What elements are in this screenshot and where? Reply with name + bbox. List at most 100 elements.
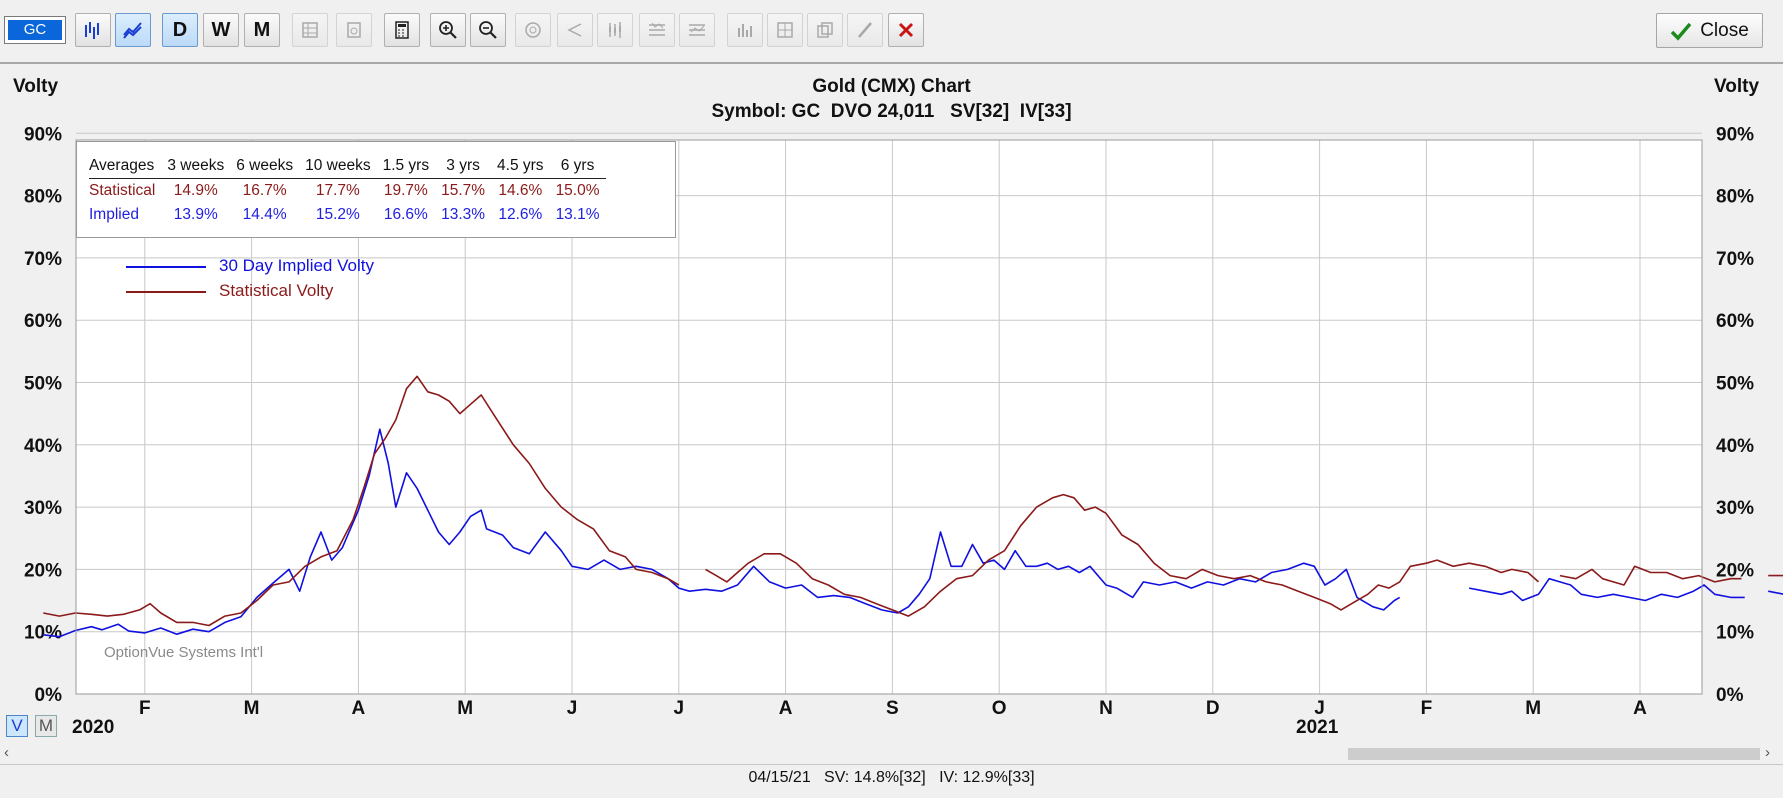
copy-button[interactable] xyxy=(807,13,843,47)
stat-value: 15.7% xyxy=(441,182,486,199)
scroll-left-icon[interactable]: ‹ xyxy=(4,744,9,761)
chart-subtitle: Symbol: GC DVO 24,011 SV[32] IV[33] xyxy=(711,101,1072,122)
x-tick-label: M xyxy=(457,698,473,719)
implied-label: Implied xyxy=(89,206,139,223)
line-chart-button[interactable] xyxy=(115,13,151,47)
impl-value: 16.6% xyxy=(383,206,428,223)
target-icon xyxy=(525,22,541,38)
right-y-tick-label: 80% xyxy=(1716,187,1754,208)
x-tick-label: J xyxy=(567,698,578,719)
list-a-icon xyxy=(649,22,665,36)
status-text: 04/15/21 SV: 14.8%[32] IV: 12.9%[33] xyxy=(748,769,1035,786)
view-monthly-button[interactable]: M xyxy=(35,715,57,737)
stat-value: 17.7% xyxy=(315,182,360,199)
y-tick-layer: 90% 90% 80% 80% 70% 70% 60% 60% 50% 50% 40% 40% 30% 3… xyxy=(24,124,1754,706)
averages-header: Averages xyxy=(89,154,162,179)
impl-value: 14.4% xyxy=(242,206,287,223)
calculator-icon xyxy=(395,21,409,39)
calculator-button[interactable] xyxy=(384,13,420,47)
impl-value: 13.1% xyxy=(555,206,600,223)
year-label-2020: 2020 xyxy=(72,717,115,738)
bar-chart-icon xyxy=(85,22,99,39)
right-y-tick-label: 0% xyxy=(1716,685,1744,706)
x-tick-label: J xyxy=(1314,698,1325,719)
stat-value: 19.7% xyxy=(383,182,428,199)
x-tick-label: N xyxy=(1099,698,1113,719)
zoom-in-icon xyxy=(439,21,457,39)
left-y-tick-label: 90% xyxy=(24,124,62,145)
daily-button[interactable]: D xyxy=(162,13,198,47)
pen-button[interactable] xyxy=(847,13,883,47)
header-3-weeks: 3 weeks xyxy=(161,154,231,179)
line-chart-icon xyxy=(123,22,142,39)
monthly-button[interactable]: M xyxy=(244,13,280,47)
pen-icon xyxy=(858,22,872,38)
header-6-yrs: 6 yrs xyxy=(549,154,606,179)
grid-icon xyxy=(302,22,318,38)
right-axis-title: Volty xyxy=(1714,76,1760,97)
close-label: Close xyxy=(1700,19,1749,41)
scroll-right-icon[interactable]: › xyxy=(1765,744,1770,761)
close-button[interactable]: Close xyxy=(1656,13,1763,48)
left-y-tick-label: 10% xyxy=(24,623,62,644)
legend-statistical-label: Statistical Volty xyxy=(219,281,334,300)
print-preview-button[interactable] xyxy=(336,13,372,47)
close-chart-button[interactable] xyxy=(888,13,924,47)
grid-b-button[interactable] xyxy=(767,13,803,47)
print-preview-icon xyxy=(347,22,361,38)
series-layer xyxy=(43,375,1783,638)
x-tick-label: J xyxy=(674,698,685,719)
legend-implied-swatch xyxy=(126,266,206,268)
horizontal-scrollbar[interactable]: ‹ › xyxy=(0,744,1783,764)
histogram-button[interactable] xyxy=(727,13,763,47)
implied-volty-line xyxy=(43,428,1783,638)
zoom-out-icon xyxy=(479,21,497,39)
weekly-button[interactable]: W xyxy=(203,13,239,47)
list-a-button[interactable] xyxy=(639,13,675,47)
zoom-in-button[interactable] xyxy=(430,13,466,47)
left-y-tick-label: 80% xyxy=(24,187,62,208)
impl-value: 15.2% xyxy=(315,206,360,223)
checkmark-icon xyxy=(1670,22,1692,41)
right-y-tick-label: 60% xyxy=(1716,311,1754,332)
year-label-2021: 2021 xyxy=(1296,717,1339,738)
averages-header-row: Averages 3 weeks 6 weeks 10 weeks 1.5 yr… xyxy=(89,154,606,179)
candles-button[interactable] xyxy=(597,13,633,47)
right-y-tick-label: 70% xyxy=(1716,249,1754,270)
copy-icon xyxy=(817,22,833,38)
grid-layer xyxy=(76,132,1702,694)
monthly-label: M xyxy=(253,18,271,41)
plot-border xyxy=(75,139,1703,695)
x-tick-label: A xyxy=(352,698,366,719)
bar-chart-button[interactable] xyxy=(75,13,111,47)
left-y-tick-label: 30% xyxy=(24,498,62,519)
symbol-input[interactable]: GC xyxy=(4,16,66,44)
arrow-left-button[interactable] xyxy=(557,13,593,47)
impl-value: 13.3% xyxy=(441,206,486,223)
target-button[interactable] xyxy=(515,13,551,47)
left-y-tick-label: 40% xyxy=(24,436,62,457)
impl-value: 12.6% xyxy=(498,206,543,223)
x-tick-label: A xyxy=(1633,698,1647,719)
x-tick-label: D xyxy=(1206,698,1220,719)
left-y-tick-label: 0% xyxy=(35,685,63,706)
stat-value: 16.7% xyxy=(242,182,287,199)
scroll-thumb[interactable] xyxy=(1348,748,1760,760)
left-axis-title: Volty xyxy=(13,76,59,97)
view-volatility-button[interactable]: V xyxy=(6,715,28,737)
status-bar: 04/15/21 SV: 14.8%[32] IV: 12.9%[33] xyxy=(0,764,1783,798)
grid-button[interactable] xyxy=(292,13,328,47)
grid-b-icon xyxy=(777,22,793,38)
candles-icon xyxy=(609,22,621,38)
left-y-tick-label: 60% xyxy=(24,311,62,332)
list-b-button[interactable] xyxy=(679,13,715,47)
toolbar: GC D W M xyxy=(0,0,1783,64)
statistical-volty-line xyxy=(43,375,1783,627)
zoom-out-button[interactable] xyxy=(470,13,506,47)
stat-value: 14.6% xyxy=(498,182,543,199)
right-y-tick-label: 90% xyxy=(1716,124,1754,145)
x-tick-label: M xyxy=(244,698,260,719)
close-x-icon xyxy=(898,22,914,38)
right-y-tick-label: 20% xyxy=(1716,560,1754,581)
